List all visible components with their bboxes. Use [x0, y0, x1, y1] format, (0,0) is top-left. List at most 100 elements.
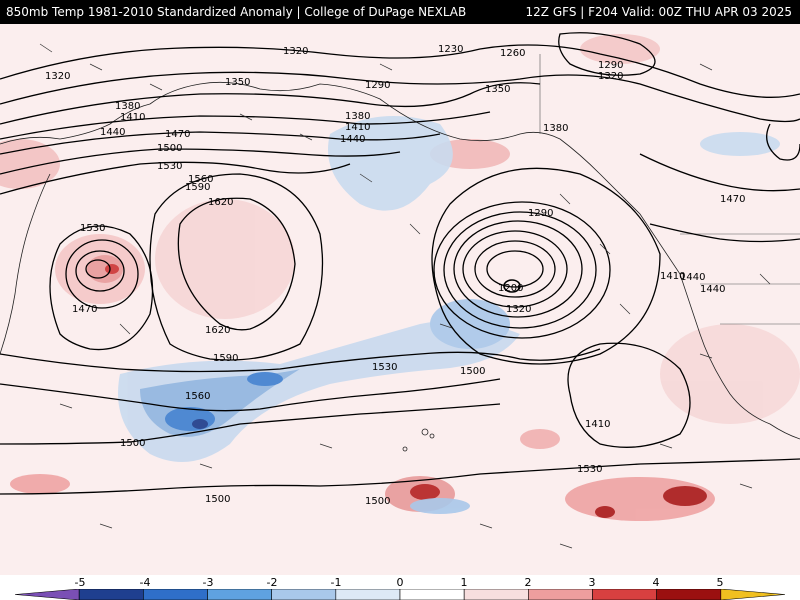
contour-label: 1290	[598, 60, 623, 71]
height-contour	[474, 240, 556, 298]
wind-barbs	[39, 43, 771, 549]
cold-anomaly-region	[410, 498, 470, 514]
warm-anomaly-region	[595, 506, 615, 518]
colorbar-segment	[528, 589, 593, 600]
height-contour	[503, 279, 521, 293]
contour-label: 1500	[157, 143, 182, 154]
colorbar-segment	[335, 589, 401, 600]
colorbar-ticks: -5 -4 -3 -2 -1 0 1 2 3 4 5	[0, 575, 800, 590]
colorbar-tick: 4	[652, 576, 660, 589]
height-contour	[486, 250, 544, 288]
height-contour	[443, 211, 597, 329]
colorbar-tick: -3	[202, 576, 214, 589]
colorbar-segment	[399, 589, 465, 600]
contour-label: 1530	[577, 464, 602, 475]
contour-label: 1560	[188, 174, 213, 185]
cold-anomaly-region	[430, 299, 510, 349]
warm-anomaly-region	[155, 199, 295, 319]
island	[429, 433, 435, 439]
height-contour	[65, 239, 139, 309]
height-contour	[0, 378, 501, 412]
contour-label: 1410	[660, 271, 685, 282]
height-contour	[0, 71, 800, 123]
warm-anomaly-region	[410, 484, 440, 500]
coastline-north	[0, 81, 421, 145]
contour-label: 1260	[500, 48, 525, 59]
contour-label: 1470	[165, 129, 190, 140]
contour-label: 1590	[185, 182, 210, 193]
height-contour	[433, 201, 611, 339]
cold-anomaly-region	[192, 419, 208, 429]
height-contour	[649, 223, 800, 243]
colorbar-tick: 3	[588, 576, 596, 589]
contour-label: 1560	[185, 391, 210, 402]
height-contour	[431, 167, 661, 365]
coastlines	[0, 54, 800, 452]
colorbar-tick: 5	[716, 576, 724, 589]
contour-label: 1320	[45, 71, 70, 82]
contour-label: 1200	[498, 283, 523, 294]
island	[402, 446, 408, 452]
title-bar: 850mb Temp 1981-2010 Standardized Anomal…	[0, 0, 800, 24]
height-contour	[0, 161, 351, 195]
contour-label: 1380	[543, 123, 568, 134]
warm-anomaly-region	[660, 324, 800, 424]
colorbar-segment	[78, 589, 144, 600]
height-contour	[0, 148, 401, 175]
contour-label: 1440	[100, 127, 125, 138]
political-boundaries	[539, 54, 800, 325]
contour-label: 1470	[72, 304, 97, 315]
height-contour	[0, 111, 491, 140]
warm-anomaly-region	[663, 486, 707, 506]
contour-label: 1500	[365, 496, 390, 507]
height-contour	[766, 123, 800, 161]
contour-label: 1350	[485, 84, 510, 95]
contour-label: 1290	[365, 80, 390, 91]
colorbar-tick: 0	[396, 576, 404, 589]
contour-label: 1530	[157, 161, 182, 172]
warm-anomaly-region	[520, 429, 560, 449]
contour-label: 1290	[528, 208, 553, 219]
colorbar-segment	[592, 589, 657, 600]
contour-label: 1500	[205, 494, 230, 505]
height-contour	[639, 153, 800, 192]
contour-label: 1320	[598, 71, 623, 82]
height-contour	[75, 250, 125, 292]
height-contour	[462, 230, 568, 308]
warm-anomaly-region	[105, 264, 119, 274]
height-contour	[0, 458, 800, 495]
model-run-info: 12Z GFS | F204 Valid: 00Z THU APR 03 202…	[525, 5, 792, 19]
colorbar-segment	[720, 589, 786, 600]
height-contour	[0, 44, 800, 98]
colorbar-tick: -4	[139, 576, 151, 589]
height-contours	[0, 32, 800, 495]
contour-label: 1620	[205, 325, 230, 336]
contour-label: 1230	[438, 44, 463, 55]
contour-label: 1410	[585, 419, 610, 430]
contour-label: 1350	[225, 77, 250, 88]
colorbar-segment	[14, 589, 80, 600]
contour-label: 1380	[115, 101, 140, 112]
contour-label: 1590	[213, 353, 238, 364]
contour-label: 1440	[680, 272, 705, 283]
coastline-west	[0, 173, 51, 355]
island	[421, 428, 429, 436]
height-contour	[0, 348, 601, 373]
colorbar-segment	[207, 589, 272, 600]
height-contour	[149, 173, 324, 361]
contour-label: 1380	[345, 111, 370, 122]
contour-label: 1500	[460, 366, 485, 377]
colorbar-segment	[463, 589, 529, 600]
colorbar-tick: -2	[266, 576, 278, 589]
cold-anomaly-region	[700, 132, 780, 156]
colorbar-legend: -5 -4 -3 -2 -1 0 1 2 3 4 5	[0, 575, 800, 600]
contour-label: 1470	[720, 194, 745, 205]
contour-label: 1440	[700, 284, 725, 295]
contour-label: 1440	[340, 134, 365, 145]
map-title: 850mb Temp 1981-2010 Standardized Anomal…	[6, 5, 467, 19]
colorbar-tick: 1	[460, 576, 468, 589]
anomaly-map: 1320 1350 1380 1410 1440 1470 1500 1530 …	[0, 24, 800, 575]
contour-label: 1410	[345, 122, 370, 133]
height-contour	[0, 82, 541, 125]
contour-label: 1320	[283, 46, 308, 57]
